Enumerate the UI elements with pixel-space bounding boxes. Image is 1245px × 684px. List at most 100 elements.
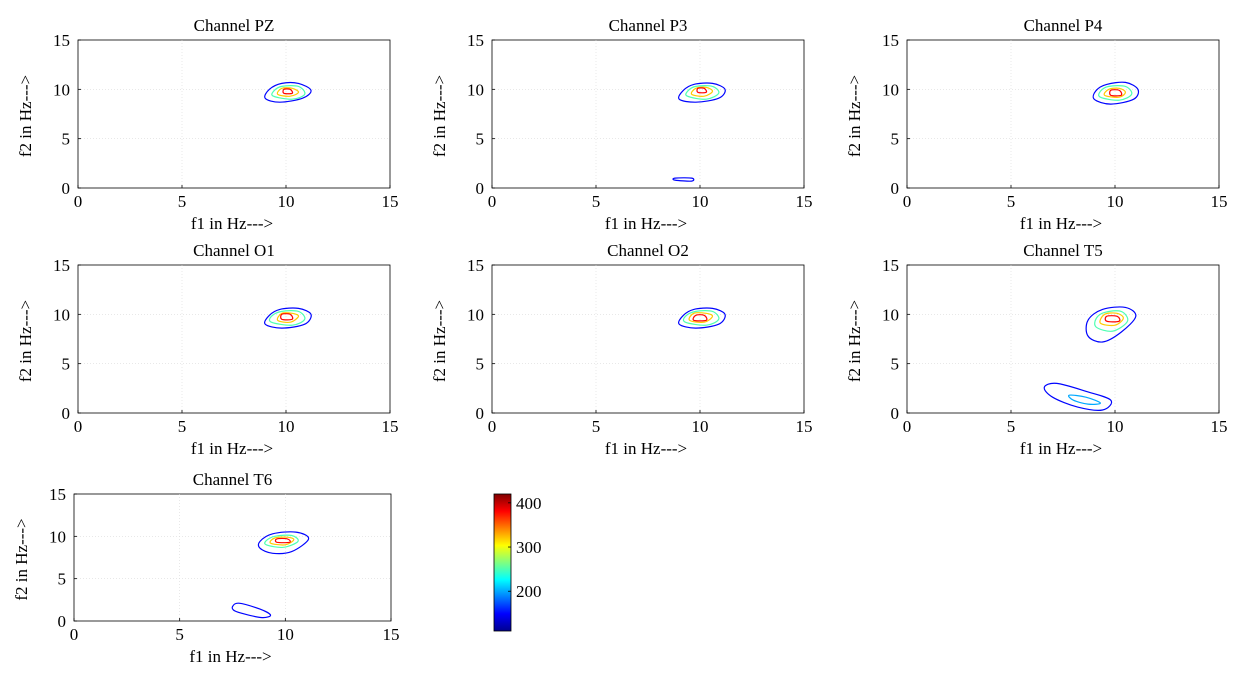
x-tick-label: 5 [175, 625, 184, 644]
panel-2: 0 5 10 15 0 5 10 15 Channel P4 f1 in Hz---> f2 in … [845, 16, 1228, 233]
y-tick-label: 5 [62, 355, 71, 374]
colorbar-tick-label: 400 [516, 494, 542, 513]
x-tick-label: 15 [1211, 417, 1228, 436]
x-tick-label: 10 [1107, 417, 1124, 436]
contour-line [690, 86, 714, 97]
contour-line [1109, 89, 1123, 97]
contour-line [269, 536, 295, 546]
y-tick-label: 5 [62, 130, 71, 149]
contour-line [685, 85, 720, 100]
contour-line [1099, 312, 1124, 327]
contour-line [1092, 81, 1140, 105]
contour-line [692, 314, 708, 322]
chart-title: Channel O2 [607, 241, 689, 260]
x-axis-label: f1 in Hz---> [605, 439, 687, 458]
y-axis-label: f2 in Hz---> [16, 75, 35, 157]
x-tick-label: 10 [692, 417, 709, 436]
panel-1: 0 5 10 15 0 5 10 15 Channel P3 f1 in Hz---> f2 in … [430, 16, 813, 233]
x-tick-label: 5 [1007, 192, 1016, 211]
chart-title: Channel T6 [193, 470, 272, 489]
y-axis-label: f2 in Hz---> [430, 300, 449, 382]
contour-line [276, 87, 300, 97]
colorbar-tick-label: 300 [516, 538, 542, 557]
chart-title: Channel T5 [1023, 241, 1102, 260]
y-tick-label: 0 [58, 612, 67, 631]
plot-area [906, 39, 1220, 189]
contour-line [274, 537, 291, 544]
y-tick-label: 0 [62, 404, 71, 423]
contour-line [280, 313, 294, 321]
panel-4: 0 5 10 15 0 5 10 15 Channel O2 f1 in Hz---> f2 in … [430, 241, 813, 458]
panel-6: 0 5 10 15 0 5 10 15 Channel T6 f1 in Hz---> f2 in … [12, 470, 400, 666]
y-tick-label: 10 [882, 80, 899, 99]
x-tick-label: 15 [796, 192, 813, 211]
contour-line [264, 534, 299, 549]
x-tick-label: 0 [488, 417, 497, 436]
colorbar: 200 300 400 [493, 493, 542, 632]
y-axis-label: f2 in Hz---> [845, 75, 864, 157]
plot-area [491, 264, 805, 414]
y-tick-label: 5 [891, 130, 900, 149]
y-tick-label: 10 [49, 527, 66, 546]
plot-area [906, 264, 1220, 414]
contour-line [1043, 382, 1113, 411]
y-tick-label: 15 [467, 256, 484, 275]
contour-line [696, 87, 708, 94]
colorbar-bar [493, 493, 512, 632]
x-tick-label: 5 [592, 192, 601, 211]
x-tick-label: 0 [74, 192, 83, 211]
y-tick-label: 5 [891, 355, 900, 374]
contour-line [1085, 306, 1137, 343]
y-tick-label: 15 [49, 485, 66, 504]
contour-line [1104, 315, 1121, 323]
contour-line [688, 312, 714, 323]
x-tick-label: 15 [383, 625, 400, 644]
y-axis-label: f2 in Hz---> [16, 300, 35, 382]
contour-line [271, 85, 306, 100]
y-tick-label: 15 [882, 31, 899, 50]
y-tick-label: 0 [891, 404, 900, 423]
chart-title: Channel P4 [1024, 16, 1103, 35]
y-tick-label: 0 [476, 179, 485, 198]
x-tick-label: 10 [278, 192, 295, 211]
colorbar-tick-label: 200 [516, 582, 542, 601]
x-tick-label: 10 [278, 417, 295, 436]
x-tick-label: 10 [1107, 192, 1124, 211]
y-tick-label: 5 [476, 130, 485, 149]
x-tick-label: 15 [1211, 192, 1228, 211]
contour-line [1094, 310, 1129, 332]
y-tick-label: 15 [53, 256, 70, 275]
x-tick-label: 5 [178, 417, 187, 436]
x-tick-label: 15 [382, 417, 399, 436]
x-axis-label: f1 in Hz---> [191, 439, 273, 458]
y-tick-label: 10 [53, 305, 70, 324]
y-tick-label: 0 [62, 179, 71, 198]
contour-line [276, 312, 300, 323]
x-tick-label: 0 [488, 192, 497, 211]
contour-line [1098, 85, 1133, 101]
y-tick-label: 10 [467, 80, 484, 99]
panel-0: 0 5 10 15 0 5 10 15 Channel PZ f1 in Hz---> f2 in … [16, 16, 399, 233]
contour-line [264, 307, 312, 329]
x-tick-label: 0 [74, 417, 83, 436]
y-tick-label: 10 [467, 305, 484, 324]
y-tick-label: 10 [882, 305, 899, 324]
x-tick-label: 10 [692, 192, 709, 211]
x-tick-label: 5 [592, 417, 601, 436]
chart-title: Channel P3 [609, 16, 688, 35]
contour-line [678, 307, 726, 329]
y-tick-label: 15 [467, 31, 484, 50]
x-tick-label: 0 [903, 417, 912, 436]
contour-line [268, 310, 306, 326]
y-axis-label: f2 in Hz---> [845, 300, 864, 382]
plot-area [77, 39, 391, 189]
contour-line [282, 88, 294, 95]
x-tick-label: 15 [382, 192, 399, 211]
contour-line [672, 177, 695, 182]
y-tick-label: 0 [476, 404, 485, 423]
contour-line [1067, 394, 1102, 405]
plot-area [73, 493, 392, 622]
y-axis-label: f2 in Hz---> [12, 518, 31, 600]
x-axis-label: f1 in Hz---> [605, 214, 687, 233]
